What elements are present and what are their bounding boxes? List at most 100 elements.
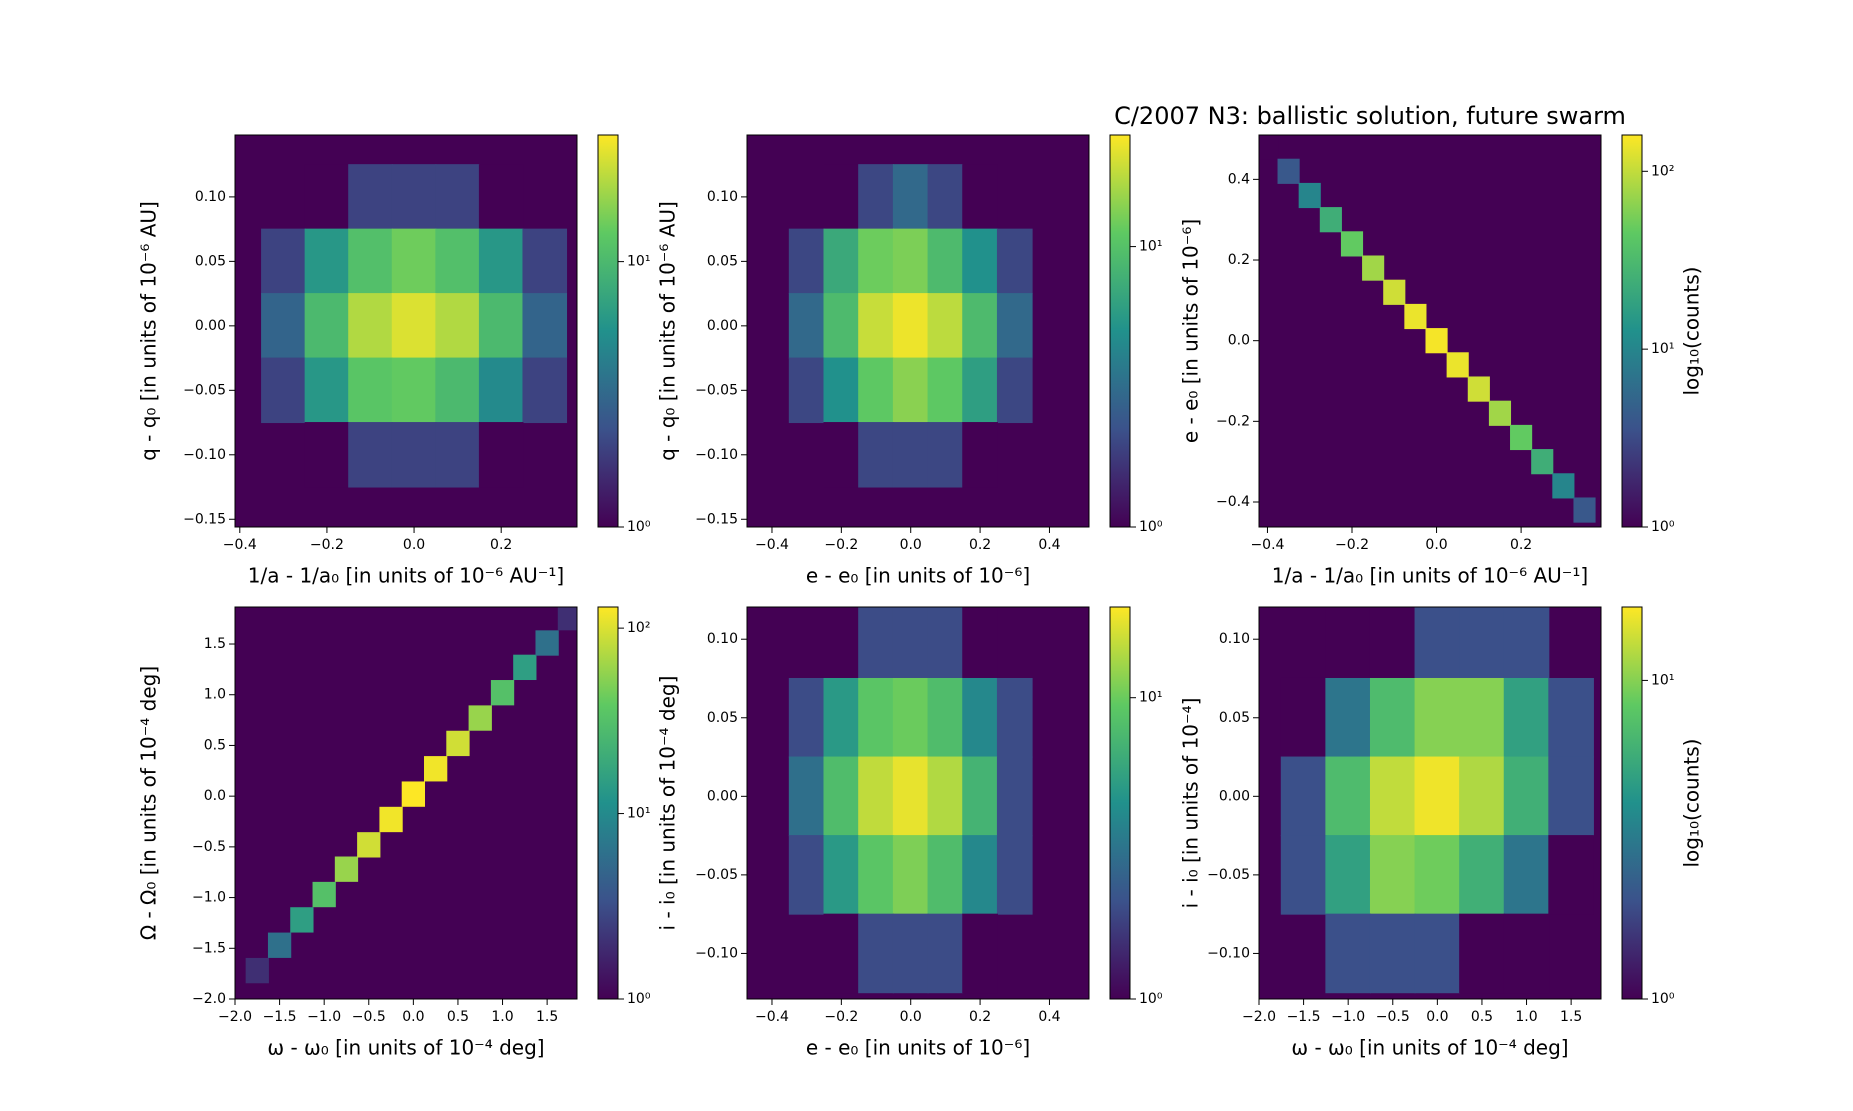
colorbar-tick-label: 10⁰ [627, 991, 651, 1007]
hex-cell [401, 781, 426, 807]
x-tick-label: 1.0 [1515, 1009, 1537, 1025]
hex-cell [996, 293, 1033, 359]
hex-cell [245, 957, 269, 984]
x-tick-label: −1.0 [1331, 1009, 1365, 1025]
hex-cell [435, 357, 480, 424]
hex-cell [962, 422, 998, 488]
y-axis-label: q - q₀ [in units of 10⁻⁶ AU] [656, 201, 680, 461]
cells [788, 164, 1033, 488]
axes-frame [234, 134, 578, 528]
x-tick-label: 0.2 [969, 1009, 991, 1025]
hex-cell [1414, 913, 1461, 994]
hex-cell [261, 357, 306, 424]
axes-frame [234, 606, 578, 1000]
cells [1259, 135, 1596, 523]
hex-cell [290, 907, 314, 933]
y-tick-label: −0.10 [1207, 945, 1250, 961]
hex-cell [1503, 677, 1550, 758]
hex-cell [348, 164, 393, 230]
colorbar-tick-label: 10¹ [1139, 690, 1162, 706]
hex-cell [1340, 231, 1364, 257]
hex-cell [490, 680, 515, 706]
hex-cell [823, 228, 860, 295]
colorbar-tick-label: 10⁰ [1651, 991, 1675, 1007]
hex-cell [348, 422, 393, 488]
hex-cell [858, 293, 894, 359]
y-tick-label: −0.5 [192, 839, 226, 855]
cells [245, 607, 577, 984]
colorbar [1621, 134, 1643, 528]
hex-cell [1362, 255, 1385, 281]
hex-cell [823, 357, 860, 424]
hex-cell [1325, 607, 1371, 679]
hex-cell [858, 835, 894, 915]
hex-cell [1459, 677, 1505, 758]
y-tick-label: −0.10 [183, 447, 226, 463]
colorbar-label: log₁₀(counts) [1680, 267, 1704, 396]
y-tick-label: −1.0 [192, 890, 226, 906]
hex-cell [927, 835, 964, 915]
hex-cell [1503, 835, 1550, 915]
hex-cell [1425, 328, 1448, 354]
x-tick-label: −0.4 [755, 1009, 789, 1025]
x-tick-label: 0.4 [1038, 537, 1060, 553]
hex-cell [788, 677, 825, 758]
hex-cell [1503, 913, 1550, 994]
hex-cell [1369, 913, 1416, 994]
y-tick-label: −0.05 [695, 382, 738, 398]
hex-cell [823, 756, 860, 837]
x-tick-label: −0.2 [824, 1009, 858, 1025]
hex-cell [927, 913, 964, 994]
hex-cell [468, 705, 492, 731]
hex-cell [478, 164, 524, 230]
x-tick-label: 0.5 [447, 1009, 469, 1025]
x-tick-label: 0.0 [1426, 1009, 1448, 1025]
x-axis-label: e - e₀ [in units of 10⁻⁶] [806, 564, 1030, 588]
colorbar-tick-label: 10⁰ [1651, 519, 1675, 535]
hex-cell [1552, 473, 1575, 499]
hex-cell [788, 756, 825, 837]
hex-cell [535, 630, 559, 656]
hex-cell [996, 756, 1033, 837]
colorbar [1109, 134, 1131, 528]
x-tick-label: −0.2 [1335, 537, 1369, 553]
y-axis-label: e - e₀ [in units of 10⁻⁶] [1179, 219, 1203, 443]
hex-cell [996, 677, 1033, 758]
hex-cell [788, 228, 825, 295]
hex-cell [858, 756, 894, 837]
hex-cell [1325, 756, 1371, 837]
y-tick-label: 0.00 [707, 788, 738, 804]
hex-cell [892, 756, 929, 837]
x-tick-label: −2.0 [218, 1009, 252, 1025]
x-tick-label: 0.4 [1038, 1009, 1060, 1025]
colorbar-tick-label: 10² [627, 620, 650, 636]
hex-cell [478, 228, 524, 295]
hex-cell [435, 164, 480, 230]
colorbar-tick-label: 10¹ [627, 254, 650, 270]
colorbar [597, 134, 619, 528]
hex-cell [435, 422, 480, 488]
y-tick-label: 0.4 [1228, 171, 1250, 187]
y-tick-label: −0.10 [695, 447, 738, 463]
hex-cell [1446, 352, 1469, 378]
hex-cell [334, 856, 359, 882]
hex-cell [304, 228, 350, 295]
hex-cell [446, 730, 470, 757]
colorbar-label: log₁₀(counts) [1680, 739, 1704, 868]
hex-cell [1548, 677, 1594, 758]
y-tick-label: −0.05 [695, 867, 738, 883]
hex-cell [348, 357, 393, 424]
colorbar [1109, 606, 1131, 1000]
y-axis-label: i - i₀ [in units of 10⁻⁴ deg] [656, 676, 680, 931]
hex-cell [304, 164, 350, 230]
hex-cell [391, 228, 437, 295]
hex-cell [823, 422, 860, 488]
hex-cell [858, 607, 894, 679]
colorbar-tick-label: 10¹ [627, 806, 650, 822]
y-tick-label: −0.2 [1216, 413, 1250, 429]
cells [1280, 607, 1594, 994]
hex-cell [858, 357, 894, 424]
hex-cell [1280, 835, 1327, 915]
y-tick-label: 0.05 [1219, 710, 1250, 726]
